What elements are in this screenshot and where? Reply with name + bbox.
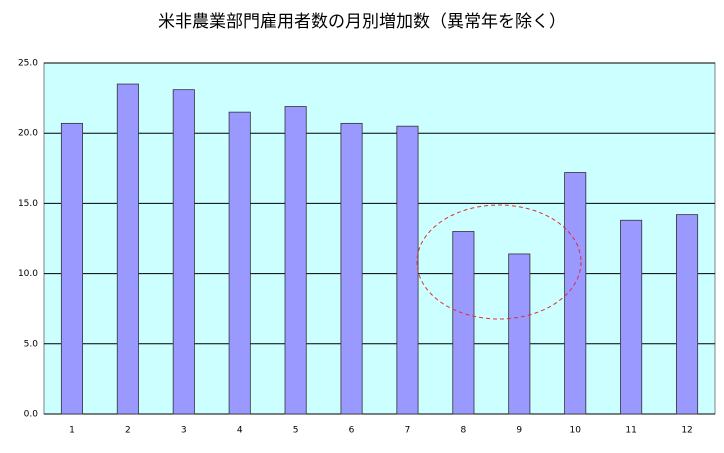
bar [396, 125, 419, 415]
bar [508, 253, 531, 415]
bar [340, 122, 363, 415]
x-tick-label: 2 [125, 426, 131, 436]
y-tick-label: 25.0 [18, 59, 38, 69]
bar [284, 106, 307, 415]
x-tick-label: 11 [625, 426, 636, 436]
x-tick-label: 5 [293, 426, 299, 436]
chart-title: 米非農業部門雇用者数の月別増加数（異常年を除く） [158, 12, 566, 32]
x-tick-label: 1 [69, 426, 75, 436]
x-tick-label: 10 [569, 426, 581, 436]
x-tick-label: 9 [516, 426, 522, 436]
bar [452, 231, 475, 415]
x-tick-label: 7 [405, 426, 411, 436]
bar [172, 89, 195, 415]
x-tick-label: 6 [349, 426, 355, 436]
bar [564, 172, 587, 415]
bar [228, 111, 251, 415]
y-tick-label: 20.0 [18, 129, 38, 139]
x-tick-label: 8 [461, 426, 467, 436]
y-tick-label: 5.0 [24, 339, 39, 349]
bar [676, 214, 699, 415]
bar [116, 83, 139, 415]
x-tick-label: 4 [237, 426, 243, 436]
y-tick-label: 15.0 [18, 199, 38, 209]
bar [60, 122, 83, 415]
plot-area [43, 62, 716, 415]
bar [620, 219, 643, 415]
highlight-ellipse [416, 204, 582, 320]
y-tick-label: 0.0 [24, 410, 39, 420]
y-tick-label: 10.0 [18, 269, 38, 279]
x-tick-label: 12 [681, 426, 692, 436]
x-tick-label: 3 [181, 426, 187, 436]
